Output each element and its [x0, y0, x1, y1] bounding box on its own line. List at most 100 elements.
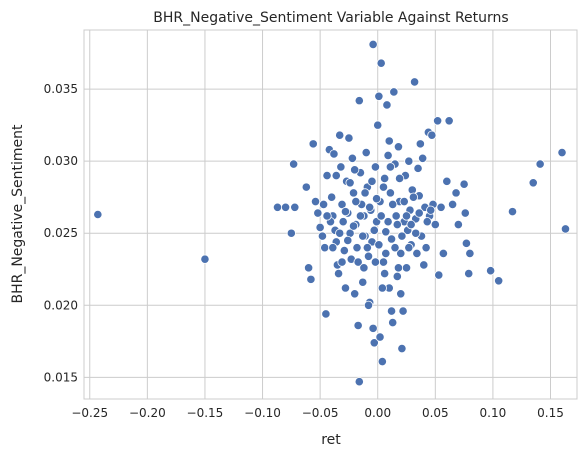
data-point	[464, 268, 474, 279]
data-point	[339, 245, 349, 256]
data-point	[315, 222, 325, 233]
y-tick-label: 0.030	[44, 154, 78, 168]
data-point	[337, 257, 347, 267]
data-point	[353, 320, 363, 331]
data-point	[404, 243, 414, 253]
data-point	[390, 243, 400, 253]
data-point	[345, 178, 355, 188]
x-tick-label: −0.10	[244, 406, 281, 420]
data-point	[427, 130, 437, 140]
data-point	[535, 159, 545, 169]
data-point	[381, 227, 391, 237]
data-point	[434, 270, 444, 280]
data-point	[494, 276, 504, 286]
data-point	[557, 147, 567, 158]
data-point	[338, 217, 348, 227]
x-tick-label: 0.15	[537, 406, 564, 420]
data-point	[370, 162, 381, 172]
data-point	[355, 211, 366, 221]
data-point	[321, 309, 331, 319]
data-point	[343, 235, 353, 246]
data-point	[442, 176, 452, 186]
data-point	[352, 243, 362, 253]
data-point	[397, 231, 407, 241]
x-tick-label: 0.00	[364, 406, 391, 420]
data-point	[378, 182, 389, 192]
data-point	[358, 277, 368, 287]
data-point	[430, 219, 440, 230]
data-point	[363, 300, 374, 310]
x-tick-label: 0.10	[480, 406, 507, 420]
data-point	[360, 188, 370, 198]
data-point	[354, 96, 364, 106]
data-point	[367, 176, 377, 186]
data-point	[354, 377, 364, 387]
data-point	[322, 170, 332, 181]
data-point	[353, 257, 363, 267]
data-point	[401, 263, 412, 273]
data-point	[391, 211, 401, 221]
data-point	[433, 116, 443, 126]
data-point	[507, 207, 518, 217]
data-point	[381, 248, 391, 259]
data-point	[383, 217, 393, 227]
data-point	[392, 271, 402, 282]
data-point	[453, 219, 463, 230]
data-point	[308, 139, 318, 149]
data-point	[340, 207, 351, 217]
data-point	[413, 163, 423, 173]
data-point	[395, 173, 405, 184]
data-point	[419, 260, 429, 270]
data-point	[415, 139, 425, 149]
data-point	[404, 156, 414, 166]
data-point	[486, 266, 496, 276]
data-point	[335, 228, 345, 238]
data-point	[398, 306, 408, 316]
data-point	[376, 211, 386, 221]
data-point	[336, 162, 346, 172]
data-point	[322, 211, 332, 221]
x-tick-label: 0.05	[422, 406, 449, 420]
data-point	[436, 202, 446, 212]
data-point	[310, 196, 321, 207]
data-point	[397, 343, 407, 354]
data-point	[358, 231, 368, 241]
data-point	[465, 248, 475, 259]
data-point	[384, 136, 394, 146]
data-point	[328, 243, 338, 253]
data-point	[93, 209, 103, 220]
data-point	[380, 268, 390, 279]
plot-frame	[83, 29, 578, 400]
data-point	[340, 283, 351, 293]
data-point	[369, 338, 379, 348]
data-point	[365, 202, 375, 212]
data-point	[411, 228, 421, 238]
data-point	[388, 318, 398, 328]
data-point	[385, 162, 395, 172]
y-tick-label: 0.035	[44, 82, 78, 96]
data-point	[444, 116, 454, 126]
data-point	[313, 208, 323, 218]
y-tick-label: 0.020	[44, 298, 78, 312]
data-point	[371, 194, 382, 204]
data-point	[350, 165, 360, 175]
data-points	[93, 39, 571, 387]
data-point	[388, 199, 398, 210]
data-point	[421, 243, 431, 253]
data-point	[320, 243, 330, 253]
data-point	[396, 248, 406, 259]
data-point	[459, 179, 469, 189]
data-point	[377, 356, 387, 367]
data-point	[272, 202, 283, 212]
data-point	[374, 91, 384, 101]
data-point	[401, 211, 412, 221]
data-point	[359, 263, 369, 273]
x-axis-label: ret	[321, 432, 341, 448]
data-point	[348, 188, 359, 198]
data-point	[363, 251, 374, 261]
data-point	[382, 100, 392, 110]
x-axis-ticks: −0.25 −0.20 −0.15 −0.10 −0.05 0.00 0.05 0.10 0.1…	[71, 406, 563, 420]
data-point	[376, 58, 386, 68]
data-point	[412, 248, 422, 259]
data-point	[200, 254, 210, 264]
